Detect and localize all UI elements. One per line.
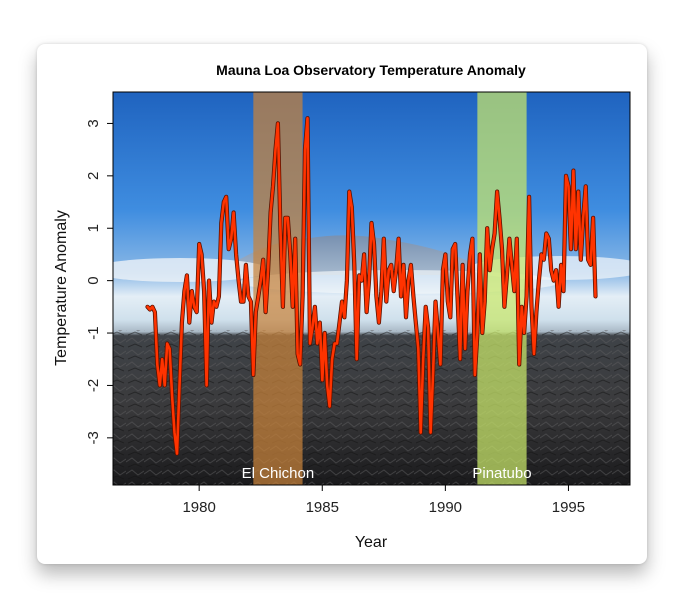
y-tick-label-3: 0 <box>85 276 102 284</box>
x-tick-label-2: 1990 <box>429 499 462 516</box>
y-axis-label: Temperature Anomaly <box>53 210 70 366</box>
y-tick-label-1: -2 <box>85 379 102 392</box>
x-tick-label-0: 1980 <box>182 499 215 516</box>
x-tick-label-1: 1985 <box>306 499 339 516</box>
x-axis: 1980 1985 1990 1995 <box>182 484 585 516</box>
chart-title: Mauna Loa Observatory Temperature Anomal… <box>216 62 526 78</box>
y-tick-label-2: -1 <box>85 326 102 339</box>
event-labels: El Chichon Pinatubo <box>242 465 532 482</box>
x-axis-label: Year <box>355 534 388 551</box>
x-tick-label-3: 1995 <box>552 499 585 516</box>
y-tick-label-5: 2 <box>85 172 102 180</box>
event-label-0: El Chichon <box>242 465 315 482</box>
y-axis: -3 -2 -1 0 1 2 3 <box>85 119 114 445</box>
y-tick-label-0: -3 <box>85 431 102 444</box>
event-label-1: Pinatubo <box>472 465 531 482</box>
series-layer <box>145 116 598 456</box>
series-line-0 <box>146 116 597 455</box>
y-tick-label-4: 1 <box>85 224 102 232</box>
y-tick-label-6: 3 <box>85 119 102 127</box>
